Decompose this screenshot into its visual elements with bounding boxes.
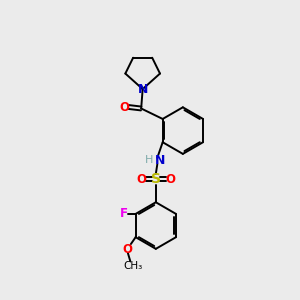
- Text: O: O: [123, 243, 133, 256]
- Text: H: H: [145, 155, 153, 165]
- Text: O: O: [166, 173, 176, 186]
- Text: O: O: [136, 173, 146, 186]
- Text: N: N: [154, 154, 165, 167]
- Text: N: N: [137, 82, 148, 96]
- Text: CH₃: CH₃: [123, 261, 142, 271]
- Text: O: O: [119, 100, 130, 113]
- Text: F: F: [120, 207, 128, 220]
- Text: S: S: [151, 172, 161, 186]
